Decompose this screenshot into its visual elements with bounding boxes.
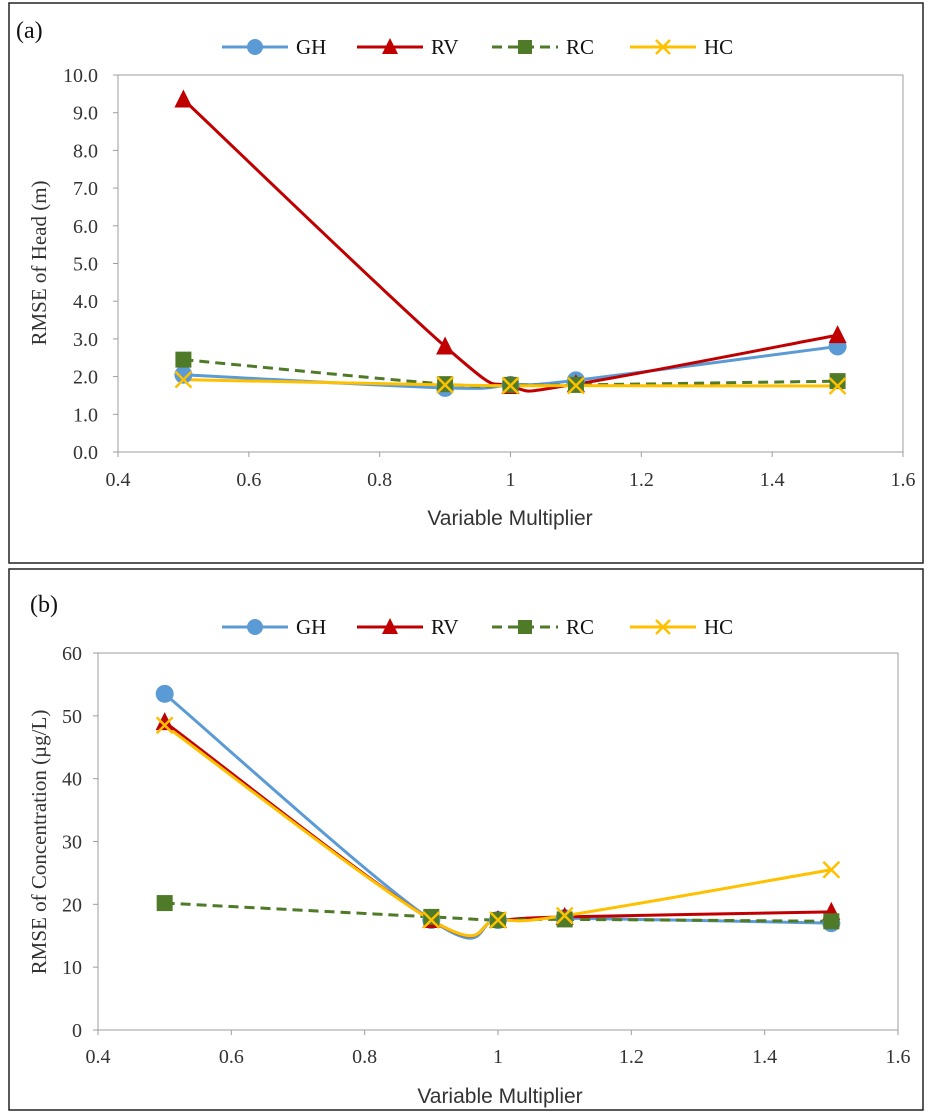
- panel-b-x-tick-label: 0.4: [86, 1046, 111, 1068]
- panel-b-legend: GH RV RC HC: [222, 615, 733, 639]
- legend-marker-hc: [655, 39, 671, 55]
- panel-a-y-tick-label: 8.0: [73, 140, 98, 162]
- panel-b-point-hc: [155, 716, 174, 735]
- panel-a-x-tick-label: 0.6: [236, 469, 261, 491]
- panel-a-frame: [8, 2, 924, 564]
- panel-b-point-hc: [489, 911, 507, 929]
- legend-label-hc: HC: [704, 615, 733, 639]
- panel-a-y-tick-label: 0.0: [73, 442, 98, 464]
- panel-a-x-tick-label: 0.4: [106, 469, 131, 491]
- panel-a-point-rv: [436, 336, 455, 355]
- panel-b-point-rc: [823, 913, 840, 930]
- legend-label-rc: RC: [566, 35, 594, 59]
- panel-b-point-rc: [423, 908, 440, 925]
- panel-a-x-tick-label: 1.6: [891, 469, 916, 491]
- panel-b-x-tick-label: 1: [493, 1046, 503, 1068]
- panel-a-point-hc: [828, 377, 847, 395]
- panel-a-point-rv: [828, 325, 847, 344]
- panel-b-point-hc: [422, 911, 441, 929]
- panel-a-y-axis: 0.0 1.0 2.0 3.0 4.0 5.0 6.0 7.0 8.0 9.0 10.0: [63, 65, 118, 464]
- panel-a-point-rv: [174, 89, 193, 108]
- panel-a-y-tick-label: 9.0: [73, 103, 98, 125]
- panel-a-point-hc: [436, 376, 454, 394]
- panel-b-x-tick-label: 1.6: [886, 1046, 911, 1068]
- panel-b-x-tick-label: 1.4: [752, 1046, 777, 1068]
- legend-label-rc: RC: [566, 615, 594, 639]
- panel-b-point-hc: [822, 860, 841, 879]
- legend-label-rv: RV: [431, 35, 459, 59]
- panel-b-x-tick-label: 0.8: [352, 1046, 377, 1068]
- panel-b-markers: [155, 684, 841, 933]
- legend-marker-rv: [382, 618, 398, 634]
- panel-b-point-hc: [555, 906, 574, 925]
- panel-b-y-title: RMSE of Concentration (µg/L): [27, 710, 51, 975]
- panel-a-x-tick-label: 1.4: [760, 469, 785, 491]
- legend-marker-rc: [518, 40, 532, 54]
- panel-a-markers: [174, 89, 847, 397]
- panel-b-y-tick-label: 20: [62, 894, 82, 916]
- panel-a-y-tick-label: 5.0: [73, 254, 98, 276]
- legend-marker-rc: [518, 620, 532, 634]
- panel-a-y-tick-label: 2.0: [73, 367, 98, 389]
- panel-a-point-gh: [174, 365, 193, 384]
- panel-b-series-line-rc: [164, 901, 832, 923]
- panel-a-x-title: Variable Multiplier: [427, 507, 592, 530]
- panel-b-frame: [8, 568, 924, 1111]
- panel-a-point-rc: [175, 351, 192, 368]
- panel-b-label: (b): [30, 592, 58, 618]
- legend-marker-rv: [382, 38, 398, 54]
- panel-b-y-axis: 0 10 20 30 40 50 60: [62, 643, 98, 1042]
- panel-b-y-tick-label: 40: [62, 769, 82, 791]
- panel-b-y-tick-label: 50: [62, 706, 82, 728]
- panel-b-y-tick-label: 30: [62, 832, 82, 854]
- legend-marker-gh: [247, 619, 263, 635]
- panel-a-x-tick-label: 1: [506, 469, 516, 491]
- panel-a-x-tick-label: 1.2: [629, 469, 654, 491]
- legend-marker-hc: [655, 619, 671, 635]
- panel-a-point-rc: [829, 373, 846, 390]
- panel-b-x-tick-label: 0.6: [219, 1046, 244, 1068]
- panel-a-point-hc: [501, 376, 520, 395]
- panel-b-x-axis: 0.4 0.6 0.8 1 1.2 1.4 1.6: [86, 1030, 911, 1068]
- panel-a-x-tick-label: 0.8: [367, 469, 392, 491]
- panel-a-legend: GH RV RC HC: [222, 35, 733, 59]
- legend-marker-gh: [247, 39, 263, 55]
- legend-label-gh: GH: [296, 615, 326, 639]
- panel-a-y-tick-label: 3.0: [73, 329, 98, 351]
- legend-label-gh: GH: [296, 35, 326, 59]
- panel-b-x-title: Variable Multiplier: [417, 1085, 582, 1108]
- panel-b-point-rv: [155, 712, 174, 731]
- panel-a-y-tick-label: 7.0: [73, 178, 98, 200]
- legend-label-hc: HC: [704, 35, 733, 59]
- panel-b-point-rc: [556, 911, 573, 928]
- panel-a-y-title: RMSE of Head (m): [27, 180, 51, 345]
- legend-label-rv: RV: [431, 615, 459, 639]
- panel-a-x-axis: 0.4 0.6 0.8 1 1.2 1.4 1.6: [106, 452, 916, 491]
- panel-a-y-tick-label: 6.0: [73, 216, 98, 238]
- panel-a-y-tick-label: 10.0: [63, 65, 98, 87]
- panel-b-point-gh: [155, 684, 174, 703]
- panel-a-label: (a): [16, 18, 43, 44]
- panel-b: (b) GH RV RC HC 0 10 20 30 40 50 60 0.4 0.6 0.8 1 1.2…: [8, 568, 924, 1111]
- panel-b-x-tick-label: 1.2: [619, 1046, 644, 1068]
- panel-a: (a) GH RV RC HC 0.0 1.0 2.0 3.0 4.0 5.0 6.0 7.0 8.0…: [8, 2, 924, 564]
- panel-b-y-tick-label: 60: [62, 643, 82, 665]
- panel-b-y-tick-label: 0: [72, 1020, 82, 1042]
- panel-b-y-tick-label: 10: [62, 957, 82, 979]
- panel-a-point-hc: [567, 376, 585, 395]
- panel-b-point-rc: [156, 895, 173, 912]
- panel-a-point-hc: [174, 370, 193, 389]
- panel-a-y-tick-label: 4.0: [73, 291, 98, 313]
- panel-a-y-tick-label: 1.0: [73, 404, 98, 426]
